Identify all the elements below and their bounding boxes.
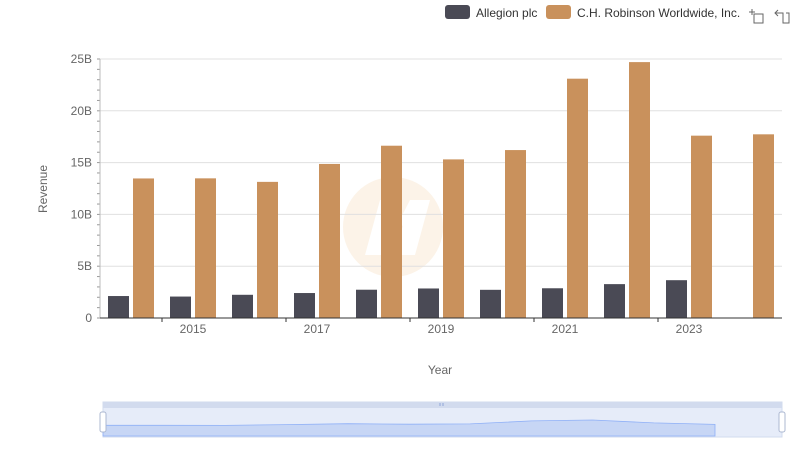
bar-allegion-2023[interactable]: [666, 280, 687, 318]
x-axis: 2015 2017 2019 2021 2023: [100, 317, 782, 336]
x-tick-label: 2017: [304, 322, 331, 336]
x-axis-title: Year: [428, 363, 452, 377]
legend-item-chrobinson[interactable]: C.H. Robinson Worldwide, Inc.: [546, 5, 740, 20]
legend-swatch-allegion: [445, 5, 470, 19]
x-tick-label: 2023: [676, 322, 703, 336]
bar-allegion-2018[interactable]: [356, 289, 377, 318]
data-zoom-slider[interactable]: [99, 401, 786, 438]
bar-allegion-2017[interactable]: [294, 293, 315, 318]
legend-label-chrobinson: C.H. Robinson Worldwide, Inc.: [577, 6, 740, 20]
y-tick-label: 10B: [71, 207, 92, 221]
legend-swatch-chrobinson: [546, 5, 571, 19]
slider-handle-left[interactable]: [99, 411, 107, 433]
legend-label-allegion: Allegion plc: [476, 6, 537, 20]
bar-allegion-2020[interactable]: [480, 289, 501, 318]
bar-chrobinson-2016[interactable]: [257, 181, 278, 318]
bar-allegion-2022[interactable]: [604, 284, 625, 318]
bar-chrobinson-2021[interactable]: [567, 78, 588, 319]
bar-allegion-2016[interactable]: [232, 294, 253, 318]
bar-chrobinson-2019[interactable]: [443, 159, 464, 318]
zoom-box-icon[interactable]: [748, 8, 764, 24]
y-tick-label: 5B: [77, 259, 92, 273]
bar-chrobinson-2024[interactable]: [753, 134, 774, 318]
bar-chrobinson-2018[interactable]: [381, 145, 402, 318]
bar-chrobinson-2014[interactable]: [133, 178, 154, 318]
bar-chrobinson-2017[interactable]: [319, 163, 340, 318]
bar-allegion-2014[interactable]: [108, 296, 129, 318]
y-tick-label: 0: [85, 311, 92, 325]
legend[interactable]: Allegion plc C.H. Robinson Worldwide, In…: [445, 5, 740, 20]
x-tick-label: 2015: [180, 322, 207, 336]
x-tick-label: 2019: [428, 322, 455, 336]
bars: [108, 62, 774, 319]
legend-item-allegion[interactable]: Allegion plc: [445, 5, 537, 20]
bar-allegion-2019[interactable]: [418, 288, 439, 318]
bar-allegion-2015[interactable]: [170, 296, 191, 318]
bar-allegion-2021[interactable]: [542, 288, 563, 318]
y-axis-title: Revenue: [36, 165, 50, 213]
slider-preview-area: [102, 419, 716, 437]
restore-icon[interactable]: [774, 8, 790, 24]
y-axis: 0 5B 10B 15B 20B 25B: [71, 52, 101, 325]
x-tick-label: 2021: [552, 322, 579, 336]
bar-chrobinson-2015[interactable]: [195, 178, 216, 318]
bar-chrobinson-2020[interactable]: [505, 150, 526, 318]
bar-chrobinson-2023[interactable]: [691, 135, 712, 318]
y-tick-label: 15B: [71, 156, 92, 170]
y-tick-label: 20B: [71, 104, 92, 118]
y-tick-label: 25B: [71, 52, 92, 66]
bar-chrobinson-2022[interactable]: [629, 62, 650, 318]
slider-handle-right[interactable]: [778, 411, 786, 433]
